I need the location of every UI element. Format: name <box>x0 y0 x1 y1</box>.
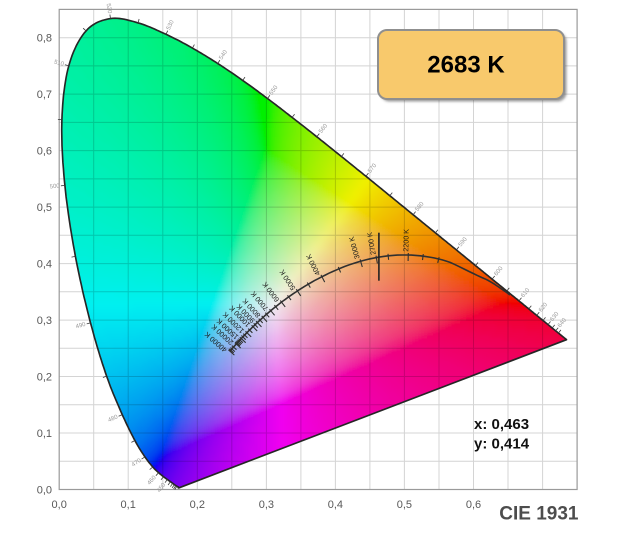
svg-text:600: 600 <box>494 265 505 277</box>
svg-text:450: 450 <box>156 482 167 494</box>
svg-text:0,8: 0,8 <box>37 33 52 45</box>
svg-text:0,7: 0,7 <box>37 89 52 101</box>
svg-text:560: 560 <box>318 123 329 135</box>
svg-text:0,1: 0,1 <box>37 428 52 440</box>
svg-text:0,2: 0,2 <box>37 372 52 384</box>
svg-text:520: 520 <box>105 3 113 14</box>
svg-text:460: 460 <box>147 474 159 486</box>
svg-text:y: 0,414: y: 0,414 <box>474 436 530 453</box>
svg-text:0,4: 0,4 <box>328 499 343 511</box>
svg-text:610: 610 <box>520 287 531 299</box>
svg-text:630: 630 <box>549 311 560 323</box>
svg-text:2683 K: 2683 K <box>427 52 505 79</box>
svg-text:580: 580 <box>415 201 426 213</box>
svg-text:500: 500 <box>49 183 60 190</box>
svg-text:x: 0,463: x: 0,463 <box>474 416 529 433</box>
svg-text:0,3: 0,3 <box>259 499 274 511</box>
svg-text:2200 K: 2200 K <box>401 229 410 252</box>
svg-text:0,1: 0,1 <box>121 499 136 511</box>
svg-text:0,4: 0,4 <box>37 259 52 271</box>
svg-text:0,2: 0,2 <box>190 499 205 511</box>
svg-text:620: 620 <box>538 301 549 313</box>
svg-text:640: 640 <box>557 317 568 329</box>
svg-text:530: 530 <box>166 19 176 31</box>
svg-text:510: 510 <box>53 59 65 68</box>
svg-text:CIE 1931: CIE 1931 <box>499 504 579 525</box>
svg-text:570: 570 <box>367 162 378 174</box>
svg-text:0,0: 0,0 <box>52 499 67 511</box>
svg-text:0,5: 0,5 <box>397 499 412 511</box>
svg-text:0,5: 0,5 <box>37 202 52 214</box>
svg-text:540: 540 <box>219 49 230 61</box>
svg-text:2700 K: 2700 K <box>365 231 378 255</box>
svg-text:550: 550 <box>269 84 280 96</box>
svg-text:0,3: 0,3 <box>37 315 52 327</box>
svg-text:590: 590 <box>458 236 469 248</box>
svg-text:480: 480 <box>107 414 119 424</box>
svg-text:0,6: 0,6 <box>37 146 52 158</box>
svg-text:490: 490 <box>75 322 87 331</box>
svg-text:470: 470 <box>131 457 143 468</box>
svg-text:0,6: 0,6 <box>466 499 481 511</box>
svg-text:0,0: 0,0 <box>37 485 52 497</box>
